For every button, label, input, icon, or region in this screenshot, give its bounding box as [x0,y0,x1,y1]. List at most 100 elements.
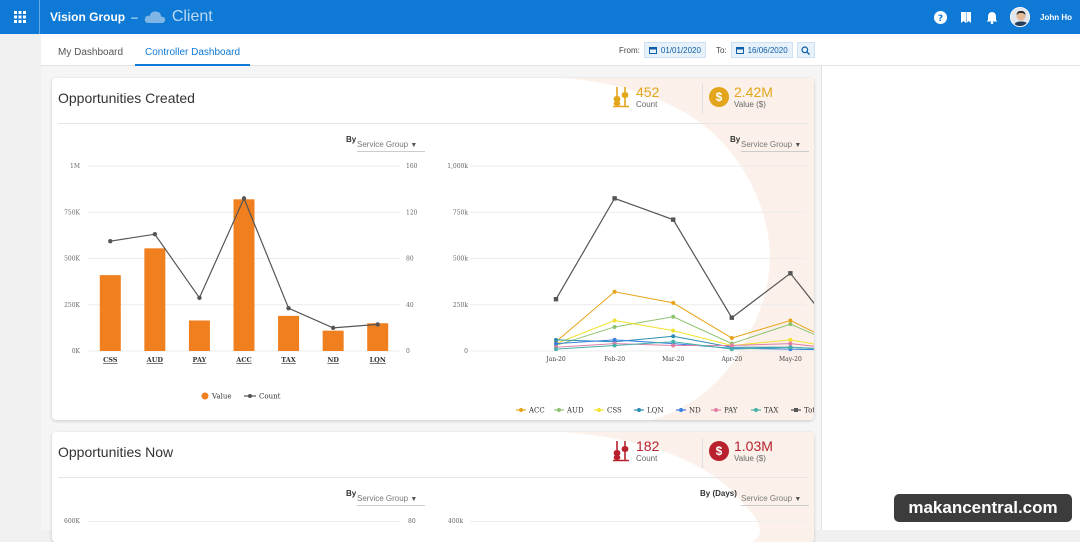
card-background-graphic [562,78,814,420]
kpi-count-label: Count [636,100,658,109]
notifications-button[interactable] [984,9,1000,25]
from-date-field[interactable]: 01/01/2020 [643,42,706,58]
legend-swatch [597,408,601,412]
legend-swatch [794,408,798,412]
y-axis-tick-label: 500K [64,256,80,263]
kpi-value-label: Value ($) [734,454,766,463]
bar [233,199,255,351]
bar-chart: 0K 250K 500K 750K 1M 0 40 80 120 160 CSS AUD PAY ACC T… [64,163,418,401]
series-point [554,341,558,346]
left-group-select[interactable]: Service Group ▼ [357,140,425,152]
left-gutter [0,34,41,530]
right-group-select-value: Service Group [741,140,793,149]
brand-separator: – [131,10,138,24]
calendar-icon [735,47,744,54]
legend-label: Value [211,393,231,401]
count-point [330,325,336,331]
right-by-label: By (Days) [700,489,737,498]
app-launcher-button[interactable] [0,0,40,34]
legend-label: PAY [724,407,738,415]
count-point [286,306,291,311]
x-axis-tick-label: LQN [370,356,386,364]
right-by-label: By [730,135,741,144]
tab-controller-dashboard[interactable]: Controller Dashboard [135,34,251,66]
legend-swatch [519,408,523,412]
y-axis-tick-label: 250K [64,302,80,309]
series-point [788,345,793,350]
left-group-select-value: Service Group [357,140,409,149]
axis-tick-label: 600K [64,518,80,525]
tab-my-dashboard[interactable]: My Dashboard [58,47,124,58]
kpi-count: 452 Count [612,84,659,109]
y2-axis-tick-label: 120 [406,209,418,216]
legend-swatch [754,408,758,412]
card-divider [58,477,808,478]
series-point [788,318,793,323]
help-button[interactable]: ? [932,9,948,25]
legend-swatch [679,408,683,412]
axis-tick-label: 80 [408,518,416,525]
left-group-select-value: Service Group [357,494,409,503]
card-title: Opportunities Created [58,90,195,106]
legend-swatch [201,392,209,400]
right-panel [821,66,1080,530]
series-point [729,343,734,348]
user-name[interactable]: John Ho [1040,12,1072,22]
series-point [612,324,617,329]
series-point [553,297,559,302]
x-axis-tick-label: ND [327,356,339,364]
search-icon [801,45,811,55]
x-axis-tick-label: Jan-20 [545,356,566,363]
top-bar: Vision Group – Client ? [0,0,1080,34]
axis-tick-label: 400k [448,518,464,525]
bookmarks-button[interactable] [958,9,974,25]
y-axis-tick-label: 0 [464,348,468,355]
to-date-field[interactable]: 16/06/2020 [730,42,793,58]
bar [367,323,389,351]
x-axis-tick-label: Mar-20 [662,356,684,363]
series-point [612,289,617,294]
date-filter: From: 01/01/2020 To: 16/06/2020 [619,42,815,58]
legend-label: Total [804,407,814,415]
x-axis-tick-label: PAY [193,356,207,364]
x-axis-tick-label: TAX [281,356,297,364]
legend-swatch [714,408,718,412]
left-by-label: By [346,135,357,144]
series-point [612,196,617,201]
legend-label: LQN [647,407,664,415]
help-icon: ? [933,10,947,24]
series-line [555,197,814,319]
series-point [554,337,558,342]
legend-swatch [557,408,561,412]
left-group-select[interactable]: Service Group ▼ [357,494,425,506]
y-axis-tick-label: 0K [72,348,81,355]
tabs-bar: My Dashboard Controller Dashboard From: … [41,34,1080,66]
abacus-icon [613,440,629,461]
y-axis-tick-label: 750K [64,209,80,216]
waffle-icon [13,11,26,23]
card-divider [58,123,808,124]
right-group-select[interactable]: Service Group ▼ [741,140,809,152]
legend-swatch [637,408,641,412]
kpi-divider [702,84,703,114]
abacus-icon [613,86,629,107]
kpi-value: $ 2.42M Value ($) [709,84,773,109]
y-axis-tick-label: 1,000k [447,163,468,170]
date-search-button[interactable] [796,42,815,58]
user-photo-icon [1011,8,1029,26]
series-point [671,339,676,344]
to-date-value: 16/06/2020 [747,45,788,55]
brand-name[interactable]: Vision Group [50,10,126,24]
dollar-icon: $ [709,440,729,461]
bar [278,315,300,351]
kpi-value-label: Value ($) [734,100,766,109]
x-axis-tick-label: Apr-20 [720,356,742,363]
legend-swatch [248,394,252,398]
y-axis-tick-label: 500k [453,256,468,263]
x-axis-tick-label: CSS [103,356,118,364]
series-point [788,271,793,276]
right-group-select[interactable]: Service Group ▼ [741,494,809,506]
calendar-icon [648,47,657,54]
series-point [671,328,676,333]
avatar[interactable] [1010,7,1030,27]
